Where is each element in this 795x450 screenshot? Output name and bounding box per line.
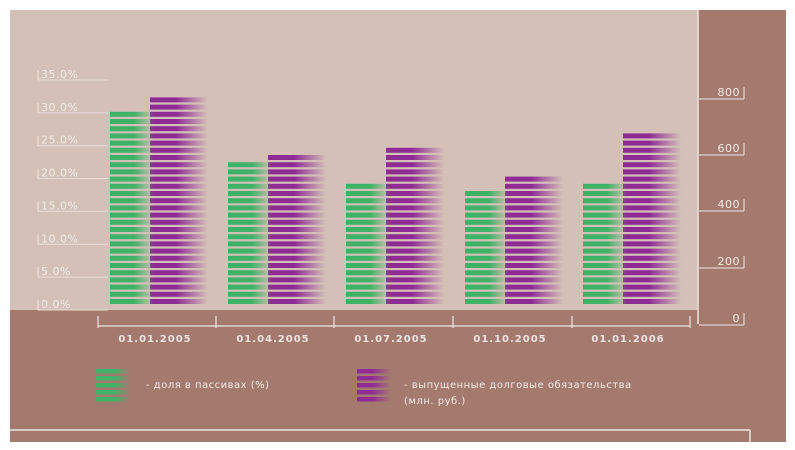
legend-label-debt: - выпущенные долговые обязательства (млн.…	[404, 380, 632, 407]
bar-share-01.07.2005	[346, 183, 390, 304]
category-label: 01.01.2006	[591, 334, 664, 345]
right-axis: 800 600 400 200 0	[699, 86, 745, 326]
left-tick-label: 10.0%	[41, 232, 78, 245]
bar-share-01.01.2005	[110, 111, 154, 304]
category-label: 01.04.2005	[236, 334, 309, 345]
left-tick-label: 20.0%	[41, 167, 78, 180]
left-tick-label: 30.0%	[41, 101, 78, 114]
right-tick-label: 800	[718, 86, 741, 99]
bar-debt-01.04.2005	[268, 155, 326, 304]
left-tick-label: 15.0%	[41, 199, 78, 212]
bar-debt-01.10.2005	[505, 176, 563, 304]
right-tick-label: 600	[718, 142, 741, 155]
left-axis: 35.0% 30.0% 25.0% 20.0% 15.0% 10.0% 5.0% 0.0%	[37, 68, 108, 311]
legend-swatch-debt	[357, 369, 391, 402]
bar-debt-01.07.2005	[386, 147, 444, 304]
category-labels: 01.01.2005 01.04.2005 01.07.2005 01.10.2005…	[97, 316, 691, 345]
left-tick-label: 25.0%	[41, 134, 78, 147]
bar-debt-01.01.2006	[623, 133, 681, 304]
category-label: 01.01.2005	[118, 334, 191, 345]
bar-share-01.01.2006	[583, 183, 627, 304]
legend: - доля в пассивах (%) - выпущенные долго…	[96, 369, 632, 407]
bar-debt-01.01.2005	[150, 97, 208, 304]
left-tick-label: 35.0%	[41, 68, 78, 81]
bottom-panel	[10, 310, 786, 442]
legend-label-share: - доля в пассивах (%)	[146, 380, 270, 391]
left-tick-label: 0.0%	[41, 298, 71, 311]
category-label: 01.07.2005	[354, 334, 427, 345]
right-axis-panel	[698, 10, 786, 310]
bar-share-01.10.2005	[465, 191, 509, 304]
right-tick-label: 0	[733, 312, 741, 325]
right-tick-label: 400	[718, 198, 741, 211]
left-tick-label: 5.0%	[41, 265, 71, 278]
category-label: 01.10.2005	[473, 334, 546, 345]
legend-swatch-share	[96, 369, 130, 402]
bars	[110, 97, 681, 304]
bar-share-01.04.2005	[228, 162, 272, 304]
right-tick-label: 200	[718, 255, 741, 268]
